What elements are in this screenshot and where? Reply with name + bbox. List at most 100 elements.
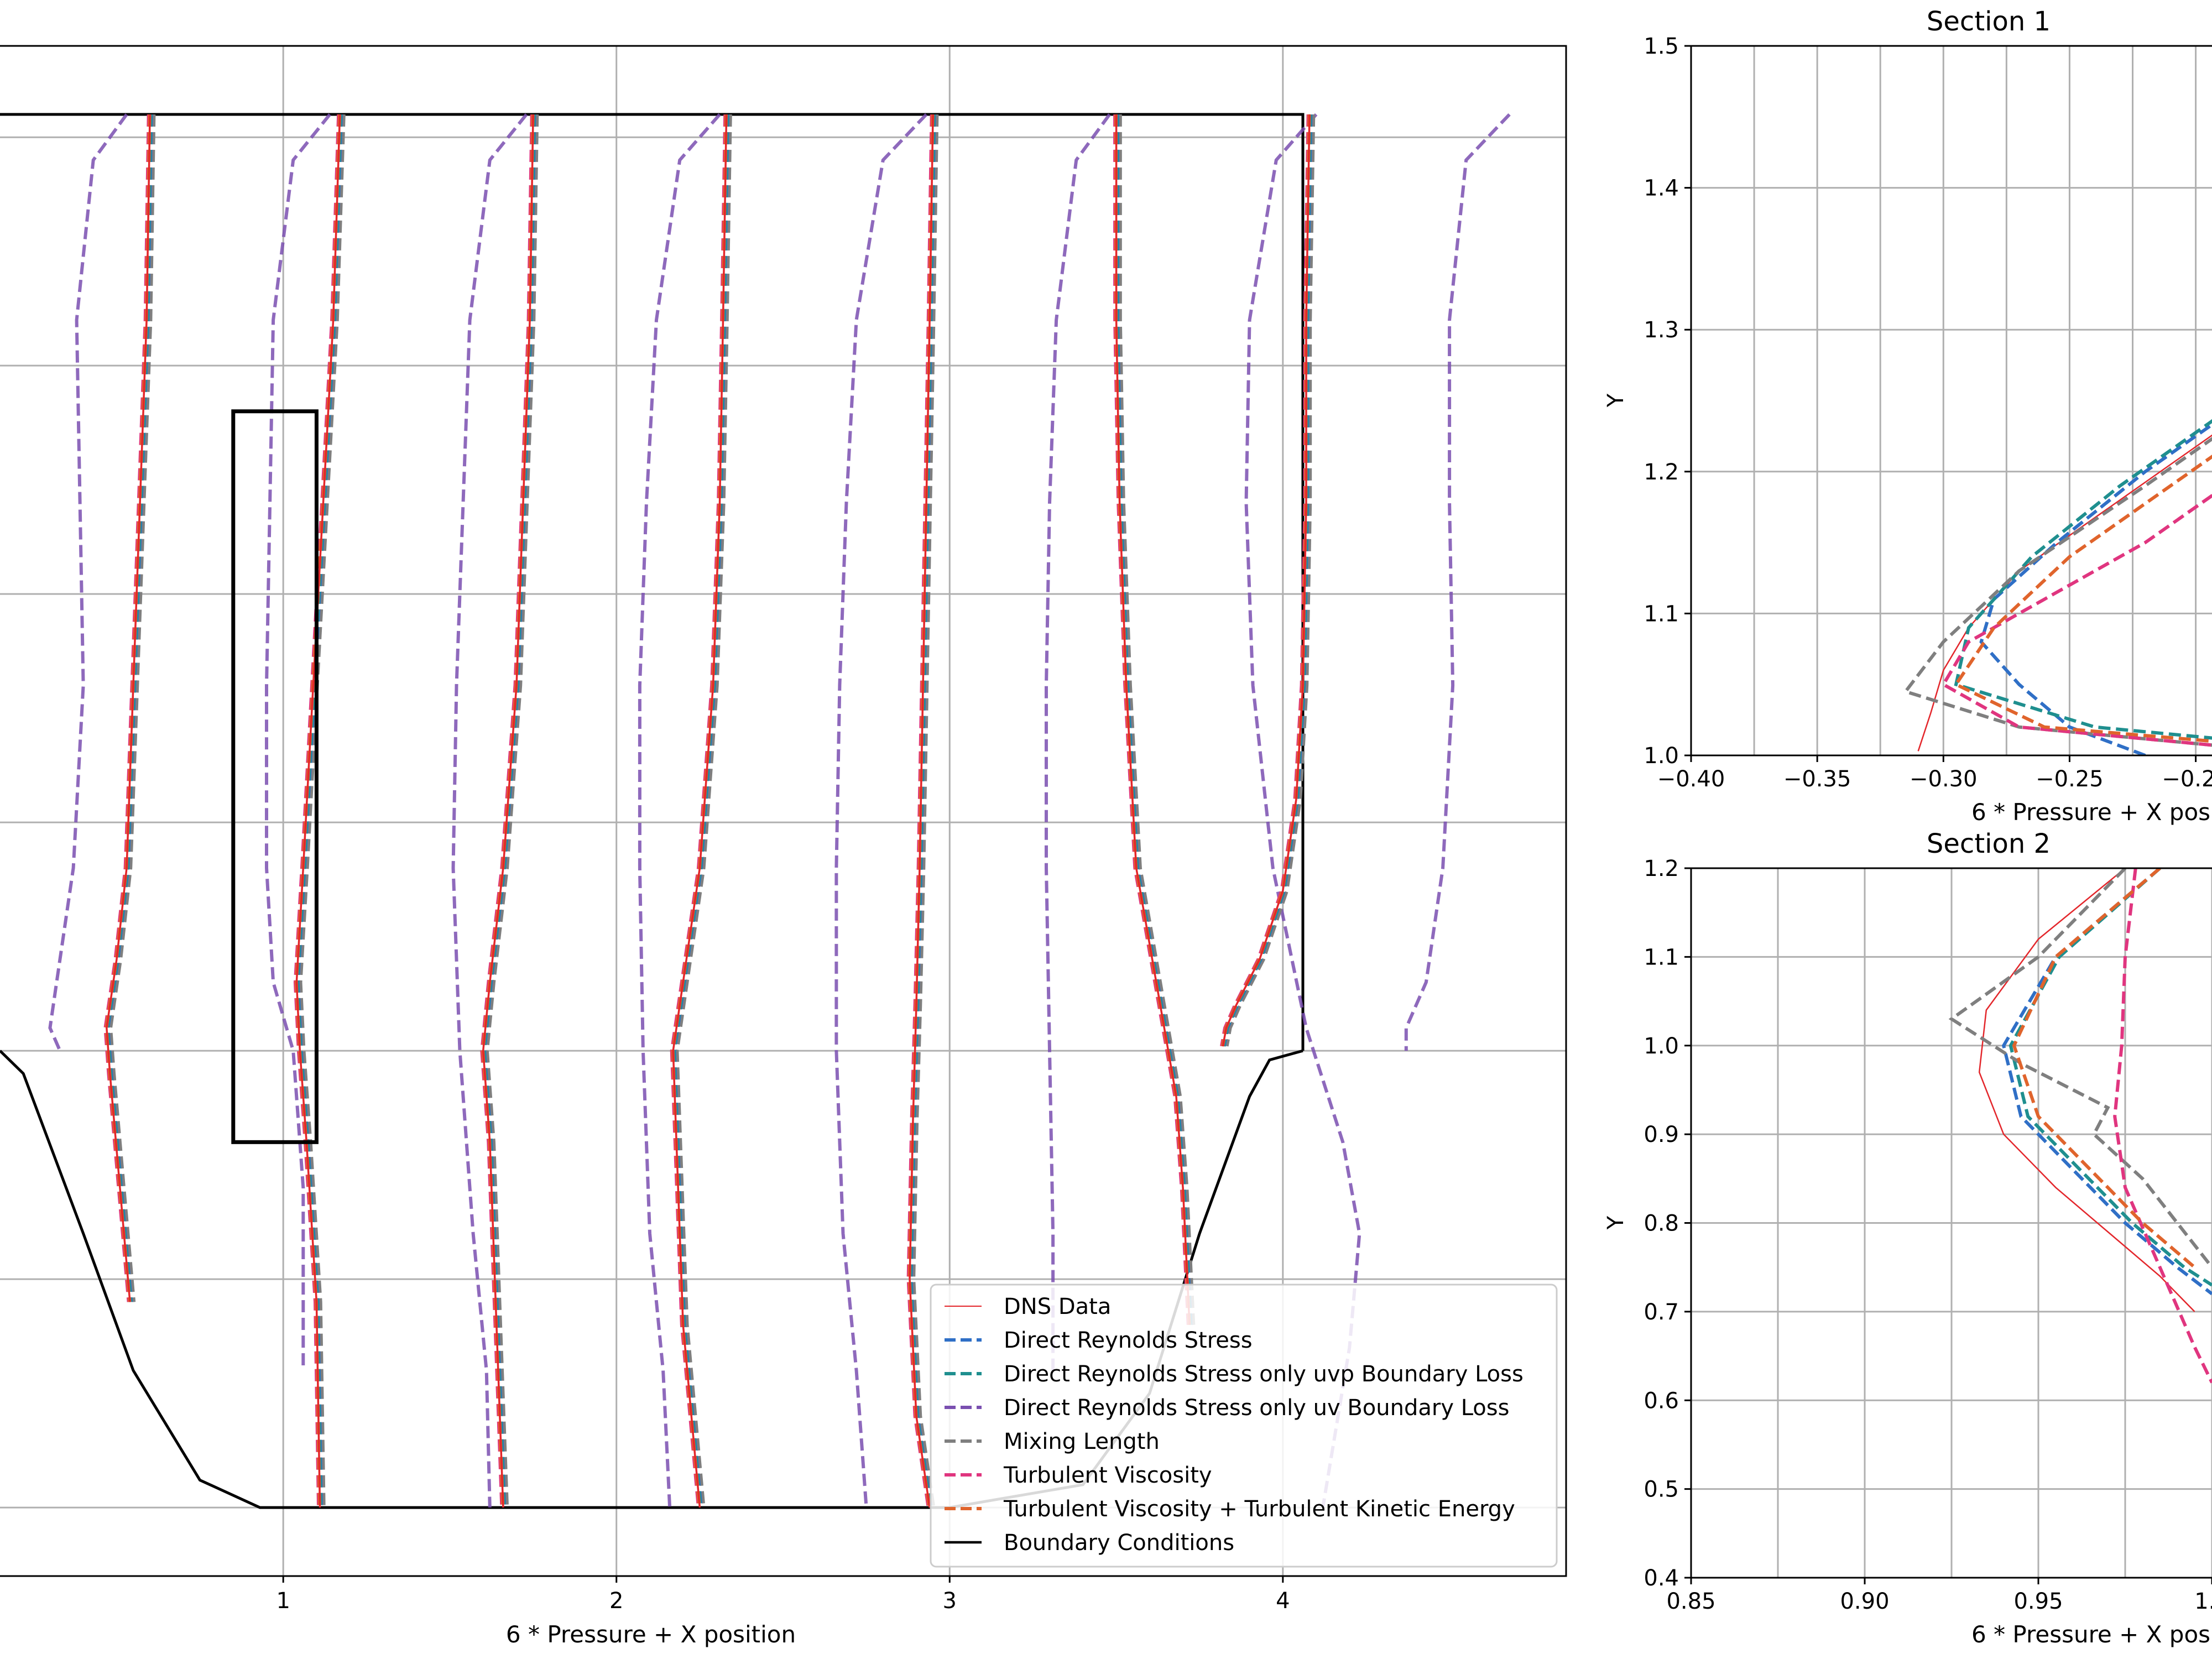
uv-boundary-loss-profile bbox=[638, 113, 721, 1508]
turb-visc-tke-profile bbox=[671, 114, 728, 1508]
section1-series-line bbox=[1953, 455, 2212, 743]
section2-x-tick-label: 0.95 bbox=[2013, 1589, 2063, 1614]
section1-y-tick-label: 1.4 bbox=[1644, 176, 1679, 201]
direct-rs-profile bbox=[1222, 114, 1313, 1047]
section1-y-tick-label: 1.2 bbox=[1644, 460, 1679, 485]
mixing-length-profile bbox=[1225, 114, 1316, 1047]
section2-y-tick-label: 0.8 bbox=[1644, 1211, 1679, 1237]
legend-label: Turbulent Viscosity + Turbulent Kinetic … bbox=[1003, 1496, 1515, 1522]
section1-y-tick-label: 1.0 bbox=[1644, 743, 1679, 769]
legend: DNS Data Direct Reynolds Stress Direct Rey… bbox=[930, 1284, 1558, 1568]
dns-profile bbox=[482, 114, 534, 1508]
section1-series bbox=[1902, 419, 2212, 755]
main-x-tick-label: 2 bbox=[609, 1588, 623, 1614]
section1-y-axis-label: Y bbox=[1603, 393, 1629, 408]
section2-y-tick-label: 0.9 bbox=[1644, 1122, 1679, 1147]
section2-plot: Section 2 0.4 0.5 0.6 0.7 0.8 0.9 1.0 1.1 1.2 0.… bbox=[1603, 828, 2212, 1648]
section1-x-axis-label: 6 * Pressure + X pos bbox=[1971, 799, 2210, 826]
section1-x-tick-label: −0.40 bbox=[1657, 766, 1725, 792]
legend-label: Boundary Conditions bbox=[1004, 1530, 1234, 1556]
mixing-length-profile bbox=[675, 114, 732, 1508]
mixing-length-profile bbox=[485, 114, 539, 1508]
uv-boundary-loss-profile bbox=[1045, 113, 1111, 1371]
section1-plot: Section 1 1.01.11.21.31.41.5 −0.40 −0.35−… bbox=[1603, 6, 2212, 826]
main-plot: 1 2 3 4 6 * Pressure + X position DNS DataD… bbox=[0, 45, 1567, 1648]
section1-series-line bbox=[1902, 437, 2212, 747]
section2-title: Section 2 bbox=[1927, 828, 2051, 859]
section2-y-tick-label: 1.0 bbox=[1644, 1034, 1679, 1059]
uv-boundary-loss-profile bbox=[451, 113, 528, 1508]
section1-title: Section 1 bbox=[1927, 6, 2051, 37]
main-x-tick-label: 1 bbox=[276, 1588, 290, 1614]
section1-y-tick-labels: 1.0 1.1 1.2 1.3 1.4 1.5 bbox=[1644, 34, 1691, 769]
boundary-condition-line bbox=[0, 113, 1305, 1051]
section2-x-tick-label: 0.85 bbox=[1666, 1589, 1715, 1614]
section1-series-line bbox=[1917, 434, 2212, 752]
section2-y-tick-label: 1.1 bbox=[1644, 945, 1679, 970]
turb-visc-profile bbox=[1220, 114, 1310, 1047]
section1-x-tick-label: −0.20 bbox=[2162, 766, 2212, 792]
legend-label: Direct Reynolds Stress only uvp Boundary… bbox=[1004, 1361, 1524, 1387]
section2-series-line bbox=[1948, 868, 2212, 1269]
legend-label: Direct Reynolds Stress bbox=[1004, 1328, 1253, 1353]
direct-rs-uvp-profile bbox=[1222, 114, 1312, 1047]
section1-y-tick-label: 1.1 bbox=[1644, 601, 1679, 627]
section2-series-line bbox=[2012, 868, 2196, 1269]
dns-profile bbox=[672, 114, 728, 1508]
main-x-axis-label: 6 * Pressure + X position bbox=[506, 1621, 796, 1648]
uv-boundary-loss-profile bbox=[1404, 113, 1511, 1051]
main-x-tick-labels: 1 2 3 4 bbox=[276, 1576, 1290, 1614]
section2-series-line bbox=[2001, 868, 2212, 1296]
section1-x-tick-labels: −0.40 −0.35 −0.30 −0.25 −0.20 bbox=[1657, 755, 2212, 792]
main-inset-rectangle bbox=[231, 409, 319, 1144]
section2-x-axis-label: 6 * Pressure + X pos bbox=[1971, 1621, 2210, 1648]
dns-profile bbox=[1222, 114, 1311, 1047]
zoom-region-box bbox=[231, 409, 319, 1144]
section1-axes-frame bbox=[1690, 45, 2212, 757]
direct-rs-uvp-profile bbox=[482, 114, 536, 1508]
legend-label: Turbulent Viscosity bbox=[1003, 1463, 1212, 1488]
section2-y-tick-label: 1.2 bbox=[1644, 856, 1679, 881]
mixing-length-profile bbox=[299, 114, 346, 1508]
legend-box bbox=[930, 1284, 1558, 1568]
turb-visc-tke-profile bbox=[1220, 114, 1311, 1047]
dns-profile bbox=[295, 114, 341, 1508]
main-profiles bbox=[103, 114, 1316, 1508]
section1-y-tick-label: 1.3 bbox=[1644, 317, 1679, 343]
section2-y-tick-label: 0.7 bbox=[1644, 1300, 1679, 1325]
section2-y-tick-label: 0.5 bbox=[1644, 1477, 1679, 1503]
legend-label: Direct Reynolds Stress only uv Boundary … bbox=[1004, 1395, 1509, 1421]
main-axes-frame bbox=[0, 45, 1567, 1577]
turb-visc-profile bbox=[103, 114, 150, 1302]
section1-x-tick-label: −0.30 bbox=[1910, 766, 1978, 792]
section1-y-tick-label: 1.5 bbox=[1644, 34, 1679, 59]
section2-series-line bbox=[1978, 868, 2195, 1312]
turb-visc-tke-profile bbox=[1114, 114, 1191, 1325]
dns-profile bbox=[1115, 114, 1191, 1325]
turb-visc-profile bbox=[1113, 114, 1190, 1325]
uv-boundary-loss-profile bbox=[265, 113, 331, 1371]
section2-x-tick-label: 1.0 bbox=[2194, 1589, 2212, 1614]
dns-profile bbox=[106, 114, 151, 1302]
main-x-tick-label: 3 bbox=[943, 1588, 957, 1614]
section2-y-tick-labels: 0.4 0.5 0.6 0.7 0.8 0.9 1.0 1.1 1.2 bbox=[1644, 856, 1691, 1591]
section2-y-tick-label: 0.6 bbox=[1644, 1388, 1679, 1413]
main-uv-profiles bbox=[48, 113, 1511, 1508]
turb-visc-tke-profile bbox=[105, 114, 152, 1302]
dns-profile bbox=[909, 114, 934, 1508]
section1-grid bbox=[1690, 45, 2212, 757]
section1-x-tick-label: −0.25 bbox=[2036, 766, 2104, 792]
section2-series-line bbox=[2113, 868, 2212, 1384]
section2-x-tick-labels: 0.85 0.90 0.95 1.0 bbox=[1666, 1578, 2212, 1614]
mixing-length-profile bbox=[912, 114, 939, 1508]
section2-grid bbox=[1690, 867, 2212, 1579]
legend-label: Mixing Length bbox=[1004, 1429, 1160, 1454]
section1-series-line bbox=[1979, 422, 2212, 755]
section1-series-line bbox=[1954, 419, 2212, 740]
section2-y-axis-label: Y bbox=[1603, 1215, 1629, 1230]
main-x-tick-label: 4 bbox=[1276, 1588, 1290, 1614]
uv-boundary-loss-profile bbox=[1244, 113, 1361, 1508]
uv-boundary-loss-profile bbox=[834, 113, 928, 1508]
section2-series bbox=[1948, 868, 2212, 1384]
